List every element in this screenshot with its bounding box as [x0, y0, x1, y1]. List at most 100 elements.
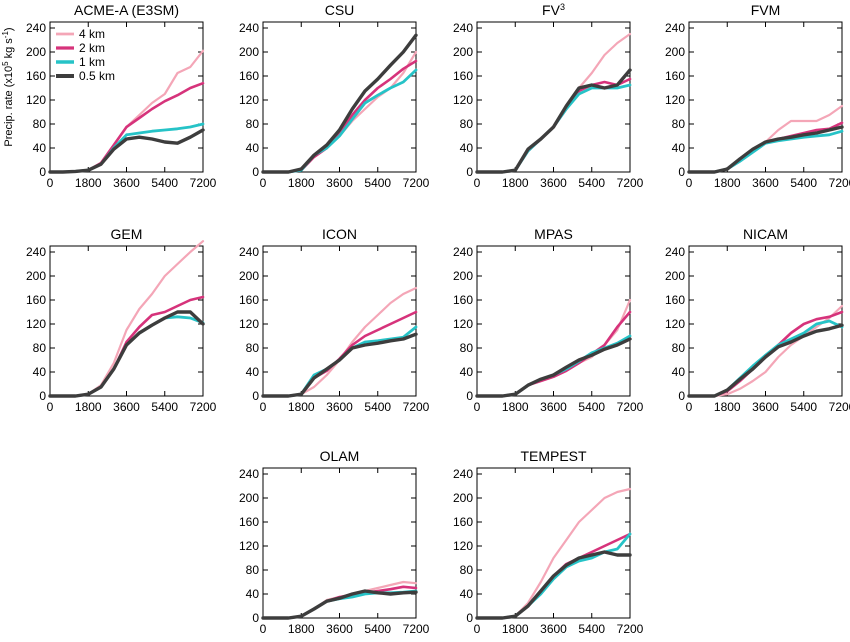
- legend-label: 2 km: [79, 41, 105, 55]
- panel-title: GEM: [111, 226, 143, 242]
- series-line-0-5-km: [475, 68, 632, 174]
- panel-title: FVM: [751, 2, 781, 18]
- y-tick-label: 120: [453, 93, 473, 107]
- panel-title: FV3: [542, 2, 565, 18]
- plot-frame: [262, 21, 417, 173]
- series-line-0-5-km: [687, 125, 844, 174]
- y-tick-label: 200: [665, 269, 685, 283]
- y-tick-label: 80: [246, 563, 260, 577]
- legend-label: 1 km: [79, 55, 105, 69]
- y-tick-label: 200: [26, 45, 46, 59]
- x-tick-label: 7200: [617, 622, 644, 636]
- x-tick-label: 7200: [829, 400, 850, 414]
- x-tick-label: 1800: [714, 400, 741, 414]
- series-line-4-km: [475, 32, 632, 174]
- x-tick-label: 7200: [403, 622, 430, 636]
- x-tick-label: 7200: [617, 176, 644, 190]
- y-tick-label: 200: [453, 45, 473, 59]
- series-line-0-5-km: [261, 589, 418, 620]
- y-tick-label: 40: [672, 141, 686, 155]
- y-tick-label: 40: [246, 365, 260, 379]
- x-tick-label: 3600: [113, 400, 140, 414]
- y-tick-label: 0: [252, 165, 259, 179]
- y-tick-label: 120: [665, 93, 685, 107]
- y-tick-label: 240: [239, 245, 259, 259]
- series-line-2-km: [261, 310, 418, 398]
- y-tick-label: 160: [26, 293, 46, 307]
- x-tick-label: 1800: [288, 622, 315, 636]
- y-tick-label: 80: [246, 341, 260, 355]
- y-tick-label: 200: [239, 269, 259, 283]
- x-tick-label: 1800: [502, 176, 529, 190]
- plot-frame: [49, 21, 204, 173]
- x-tick-label: 7200: [190, 400, 217, 414]
- x-tick-label: 5400: [364, 622, 391, 636]
- y-tick-label: 0: [466, 611, 473, 625]
- y-tick-label: 120: [453, 539, 473, 553]
- legend-label: 0.5 km: [79, 69, 115, 83]
- panel-title: CSU: [325, 2, 355, 18]
- plot-frame: [476, 21, 631, 173]
- y-tick-label: 120: [665, 317, 685, 331]
- y-tick-label: 160: [26, 69, 46, 83]
- series-line-4-km: [48, 240, 205, 398]
- y-tick-label: 200: [665, 45, 685, 59]
- x-tick-label: 0: [686, 176, 693, 190]
- series-line-4-km: [687, 104, 844, 174]
- x-tick-label: 1800: [502, 400, 529, 414]
- x-tick-label: 7200: [403, 176, 430, 190]
- x-tick-label: 0: [260, 622, 267, 636]
- y-tick-label: 240: [453, 21, 473, 35]
- series-line-1-km: [261, 68, 418, 174]
- x-tick-label: 7200: [190, 176, 217, 190]
- x-tick-label: 3600: [752, 400, 779, 414]
- panel-gem: GEM 0 40 80 120 160 200 240 0 1800 3600 5400 7200: [26, 226, 217, 414]
- series-line-1-km: [475, 334, 632, 398]
- y-tick-label: 200: [239, 45, 259, 59]
- panel-title: ICON: [322, 226, 357, 242]
- series-line-0-5-km: [475, 337, 632, 398]
- panel-title-superscript: 3: [560, 2, 565, 12]
- x-tick-label: 0: [474, 622, 481, 636]
- plot-frame: [476, 467, 631, 619]
- panel-title: ACME-A (E3SM): [74, 2, 179, 18]
- x-tick-label: 3600: [326, 176, 353, 190]
- x-tick-label: 3600: [326, 400, 353, 414]
- y-tick-label: 160: [239, 293, 259, 307]
- series-line-4-km: [48, 49, 205, 174]
- panel-acme-a-e3sm-: ACME-A (E3SM) 0 40 80 120 160 200 240 0 1800 3600 5…: [1, 2, 217, 190]
- x-tick-label: 3600: [540, 400, 567, 414]
- y-tick-label: 40: [672, 365, 686, 379]
- plot-frame: [262, 467, 417, 619]
- y-tick-label: 0: [39, 165, 46, 179]
- y-tick-label: 120: [453, 317, 473, 331]
- plot-frame: [262, 245, 417, 397]
- x-tick-label: 1800: [714, 176, 741, 190]
- x-tick-label: 5400: [151, 176, 178, 190]
- series-line-0-5-km: [261, 33, 418, 174]
- plot-frame: [688, 245, 843, 397]
- x-tick-label: 0: [260, 400, 267, 414]
- x-tick-label: 5400: [364, 400, 391, 414]
- x-tick-label: 1800: [75, 176, 102, 190]
- y-tick-label: 0: [252, 389, 259, 403]
- x-tick-label: 7200: [403, 400, 430, 414]
- x-tick-label: 5400: [578, 400, 605, 414]
- y-tick-label: 80: [33, 117, 47, 131]
- y-tick-label: 120: [239, 93, 259, 107]
- series-line-1-km: [687, 129, 844, 174]
- y-tick-label: 40: [460, 365, 474, 379]
- panel-title: NICAM: [743, 226, 788, 242]
- y-tick-label: 40: [33, 141, 47, 155]
- y-tick-label: 160: [665, 69, 685, 83]
- series-line-0-5-km: [261, 332, 418, 398]
- y-tick-label: 240: [453, 245, 473, 259]
- y-tick-label: 160: [239, 69, 259, 83]
- y-tick-label: 80: [672, 117, 686, 131]
- y-axis-label: Precip. rate (x105 kg s-1): [1, 27, 16, 146]
- x-tick-label: 1800: [502, 622, 529, 636]
- x-tick-label: 0: [474, 400, 481, 414]
- series-line-0-5-km: [48, 310, 205, 398]
- x-tick-label: 3600: [752, 176, 779, 190]
